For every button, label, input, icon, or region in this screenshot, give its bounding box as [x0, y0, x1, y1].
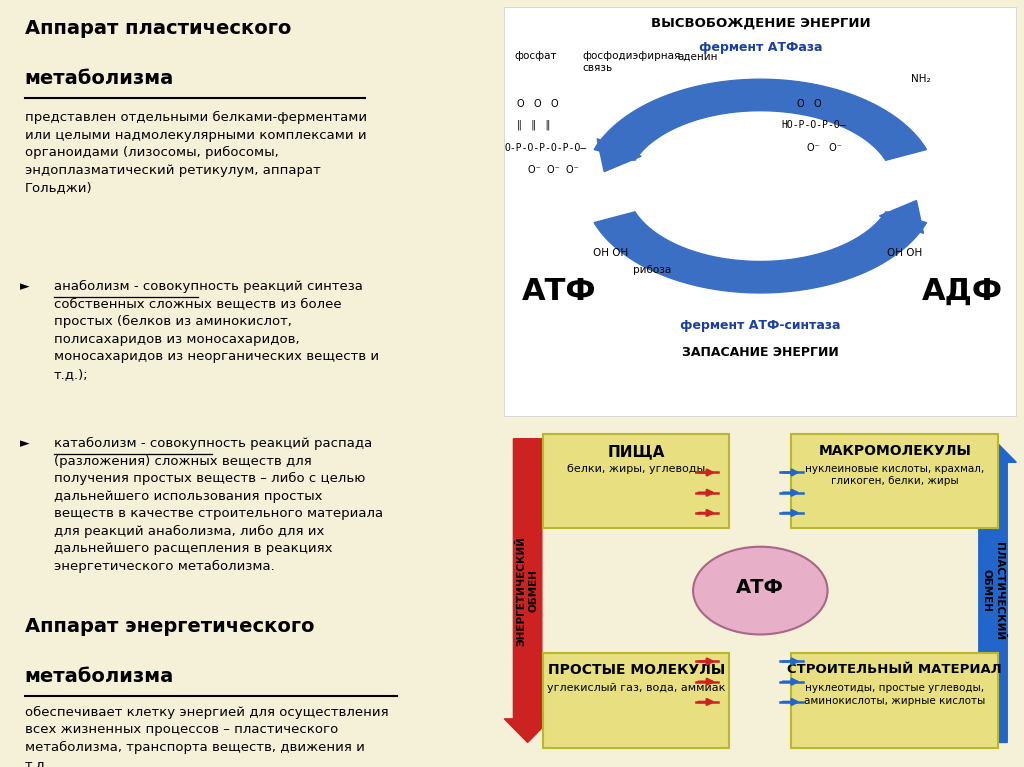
- Text: рибоза: рибоза: [633, 265, 671, 275]
- Text: фермент АТФ-синтаза: фермент АТФ-синтаза: [680, 318, 841, 331]
- Text: нуклеиновые кислоты, крахмал,
гликоген, белки, жиры: нуклеиновые кислоты, крахмал, гликоген, …: [805, 464, 984, 486]
- Text: фосфат: фосфат: [515, 51, 557, 61]
- Text: ПЛАСТИЧЕСКИЙ
ОБМЕН: ПЛАСТИЧЕСКИЙ ОБМЕН: [982, 542, 1005, 640]
- Text: ►: ►: [20, 437, 30, 450]
- Text: O⁻   O⁻: O⁻ O⁻: [807, 143, 842, 153]
- Text: катаболизм - совокупность реакций распада
(разложения) сложных веществ для
получ: катаболизм - совокупность реакций распад…: [54, 437, 383, 573]
- Text: O-P-O-P-O-P-O—: O-P-O-P-O-P-O—: [505, 143, 587, 153]
- Text: ►: ►: [20, 280, 30, 293]
- Text: ‖   ‖   ‖: ‖ ‖ ‖: [517, 120, 551, 130]
- Text: АДФ: АДФ: [922, 277, 1002, 306]
- Text: нуклеотиды, простые углеводы,
аминокислоты, жирные кислоты: нуклеотиды, простые углеводы, аминокисло…: [804, 683, 985, 706]
- Text: АТФ: АТФ: [736, 578, 784, 597]
- Text: фосфодиэфирная
связь: фосфодиэфирная связь: [582, 51, 680, 73]
- FancyBboxPatch shape: [543, 433, 729, 528]
- Text: HO-P-O-P-O—: HO-P-O-P-O—: [781, 120, 846, 130]
- Circle shape: [693, 547, 827, 634]
- Text: белки, жиры, углеводы: белки, жиры, углеводы: [567, 464, 706, 474]
- Polygon shape: [594, 79, 927, 160]
- Text: метаболизма: метаболизма: [25, 667, 174, 686]
- FancyArrow shape: [970, 439, 1016, 742]
- Text: Аппарат пластического: Аппарат пластического: [25, 19, 291, 38]
- FancyArrow shape: [597, 139, 641, 172]
- Text: NH₂: NH₂: [910, 74, 931, 84]
- Text: метаболизма: метаболизма: [25, 69, 174, 88]
- Text: Аппарат энергетического: Аппарат энергетического: [25, 617, 314, 637]
- FancyArrow shape: [880, 200, 924, 233]
- Text: ВЫСВОБОЖДЕНИЕ ЭНЕРГИИ: ВЫСВОБОЖДЕНИЕ ЭНЕРГИИ: [650, 16, 870, 29]
- FancyBboxPatch shape: [543, 653, 729, 748]
- Text: OH OH: OH OH: [888, 249, 923, 258]
- Text: ЭНЕРГЕТИЧЕСКИЙ
ОБМЕН: ЭНЕРГЕТИЧЕСКИЙ ОБМЕН: [516, 535, 539, 646]
- Text: ЗАПАСАНИЕ ЭНЕРГИИ: ЗАПАСАНИЕ ЭНЕРГИИ: [682, 345, 839, 358]
- Text: O   O: O O: [797, 99, 821, 109]
- Text: ПРОСТЫЕ МОЛЕКУЛЫ: ПРОСТЫЕ МОЛЕКУЛЫ: [548, 663, 725, 677]
- Text: АТФ: АТФ: [521, 277, 596, 306]
- Text: представлен отдельными белками-ферментами
или целыми надмолекулярными комплексам: представлен отдельными белками-ферментам…: [25, 111, 367, 194]
- Text: OH OH: OH OH: [593, 249, 628, 258]
- Text: ПИЩА: ПИЩА: [607, 444, 665, 459]
- FancyBboxPatch shape: [792, 433, 998, 528]
- Text: O⁻  O⁻  O⁻: O⁻ O⁻ O⁻: [527, 166, 579, 176]
- Text: O   O   O: O O O: [517, 99, 559, 109]
- FancyBboxPatch shape: [505, 7, 1016, 416]
- Text: обеспечивает клетку энергией для осуществления
всех жизненных процессов – пласти: обеспечивает клетку энергией для осущест…: [25, 706, 388, 767]
- Text: углекислый газ, вода, аммиак: углекислый газ, вода, аммиак: [547, 683, 725, 693]
- Text: анаболизм - совокупность реакций синтеза
собственных сложных веществ из более
пр: анаболизм - совокупность реакций синтеза…: [54, 280, 379, 380]
- FancyArrow shape: [505, 439, 551, 742]
- Text: СТРОИТЕЛЬНЫЙ МАТЕРИАЛ: СТРОИТЕЛЬНЫЙ МАТЕРИАЛ: [787, 663, 1002, 676]
- Text: фермент АТФаза: фермент АТФаза: [698, 41, 822, 54]
- Text: МАКРОМОЛЕКУЛЫ: МАКРОМОЛЕКУЛЫ: [818, 444, 971, 458]
- FancyBboxPatch shape: [792, 653, 998, 748]
- Text: аденин: аденин: [678, 51, 718, 61]
- Polygon shape: [594, 212, 927, 293]
